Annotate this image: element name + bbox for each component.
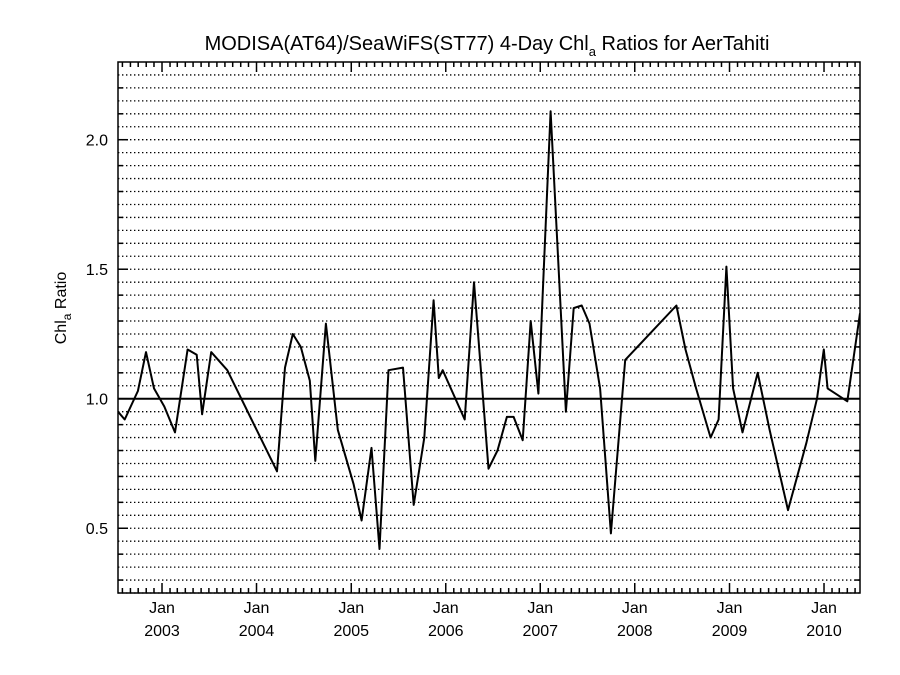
x-tick-month-label: Jan: [717, 600, 743, 617]
x-tick-month-label: Jan: [433, 600, 459, 617]
grid-layer: [118, 74, 860, 594]
tick-label-layer: 0.5 1.0 1.5 2.0 Jan 2003 Jan 2004 Jan 2005 Jan 2006…: [86, 133, 842, 640]
x-tick-year-label: 2009: [712, 623, 748, 640]
x-tick-year-label: 2005: [333, 623, 369, 640]
x-tick-month-label: Jan: [338, 600, 364, 617]
x-tick-month-label: Jan: [149, 600, 175, 617]
x-tick-year-label: 2010: [806, 623, 842, 640]
x-tick-year-label: 2003: [144, 623, 180, 640]
y-tick-label: 2.0: [86, 133, 108, 150]
y-axis-label-subscript: a: [60, 313, 74, 320]
y-tick-label: 1.5: [86, 262, 108, 279]
x-tick-month-label: Jan: [244, 600, 270, 617]
chart-title-rest: Ratios for AerTahiti: [596, 33, 769, 55]
x-tick-year-label: 2007: [522, 623, 558, 640]
x-tick-month-label: Jan: [527, 600, 553, 617]
y-axis-label: Chla Ratio: [53, 272, 74, 345]
axis-layer: [117, 61, 861, 594]
series-layer: [118, 110, 860, 550]
series-line: [118, 110, 860, 550]
x-tick-year-label: 2004: [239, 623, 275, 640]
plot-frame: [117, 61, 861, 594]
y-axis-label-rest: Ratio: [53, 272, 70, 314]
x-tick-year-label: 2006: [428, 623, 464, 640]
chart-title: MODISA(AT64)/SeaWiFS(ST77) 4-Day Chla Ra…: [205, 33, 770, 59]
y-axis-label-main: Chl: [53, 320, 70, 344]
x-tick-year-label: 2008: [617, 623, 653, 640]
y-tick-label: 1.0: [86, 392, 108, 409]
y-tick-label: 0.5: [86, 521, 108, 538]
chart-title-main: MODISA(AT64)/SeaWiFS(ST77) 4-Day Chl: [205, 33, 589, 55]
x-tick-month-label: Jan: [811, 600, 837, 617]
chart-title-subscript: a: [589, 44, 597, 59]
x-tick-month-label: Jan: [622, 600, 648, 617]
